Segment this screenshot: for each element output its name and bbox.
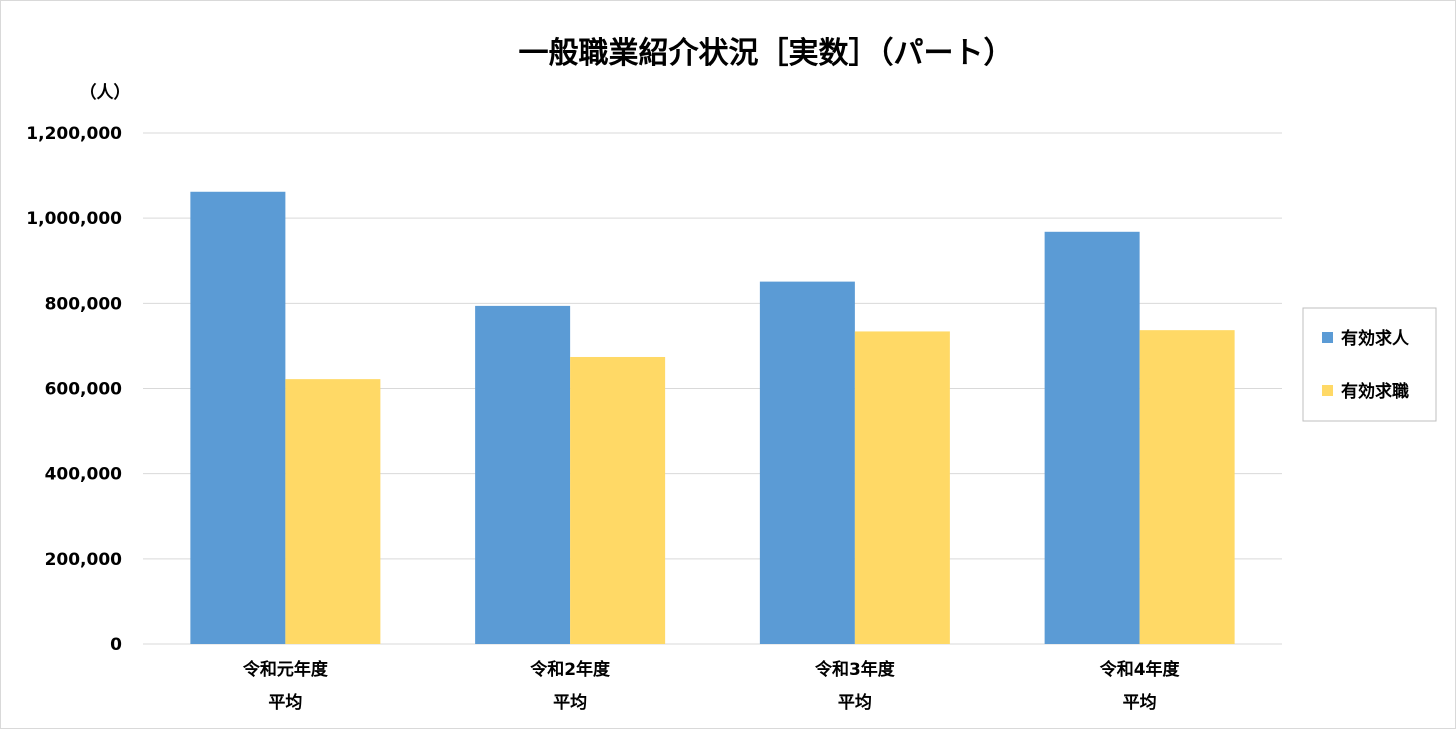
x-category-label: 平均 xyxy=(1123,692,1157,713)
chart-title: 一般職業紹介状況［実数］（パート） xyxy=(519,36,1014,71)
y-axis-unit: （人） xyxy=(80,82,131,103)
y-tick-label: 1,200,000 xyxy=(26,124,122,144)
bar-yukokyushoku-1 xyxy=(570,356,666,644)
x-category-label: 令和2年度 xyxy=(530,659,611,680)
legend-box xyxy=(1302,307,1437,422)
x-category-label: 平均 xyxy=(268,692,302,713)
y-axis-ticks: 0 200,000 400,000 600,000 800,000 1,000,000 1,… xyxy=(26,124,122,655)
legend-label-yukokyushoku: 有効求職 xyxy=(1341,381,1409,402)
y-tick-label: 1,000,000 xyxy=(26,209,122,229)
legend-swatch-yukokyujin xyxy=(1322,332,1333,343)
bar-yukokyujin-1 xyxy=(475,305,571,644)
x-category-label: 平均 xyxy=(838,692,872,713)
y-tick-label: 200,000 xyxy=(45,550,123,570)
x-category-label: 令和4年度 xyxy=(1100,659,1181,680)
x-category-label: 令和元年度 xyxy=(243,659,329,680)
bar-yukokyujin-0 xyxy=(190,191,286,644)
bar-yukokyushoku-3 xyxy=(1139,330,1235,644)
legend-swatch-yukokyushoku xyxy=(1322,385,1333,396)
y-tick-label: 0 xyxy=(110,635,122,655)
x-category-label: 平均 xyxy=(553,692,587,713)
bar-yukokyujin-3 xyxy=(1044,231,1140,644)
y-tick-label: 400,000 xyxy=(45,465,123,485)
bars xyxy=(190,191,1235,644)
y-tick-label: 600,000 xyxy=(45,380,123,400)
bar-yukokyushoku-2 xyxy=(854,331,950,644)
legend-label-yukokyujin: 有効求人 xyxy=(1341,328,1410,349)
bar-yukokyujin-2 xyxy=(759,281,855,644)
legend: 有効求人 有効求職 xyxy=(1302,307,1437,422)
y-tick-label: 800,000 xyxy=(45,294,123,314)
x-category-label: 令和3年度 xyxy=(815,659,896,680)
bar-yukokyushoku-0 xyxy=(285,379,381,644)
